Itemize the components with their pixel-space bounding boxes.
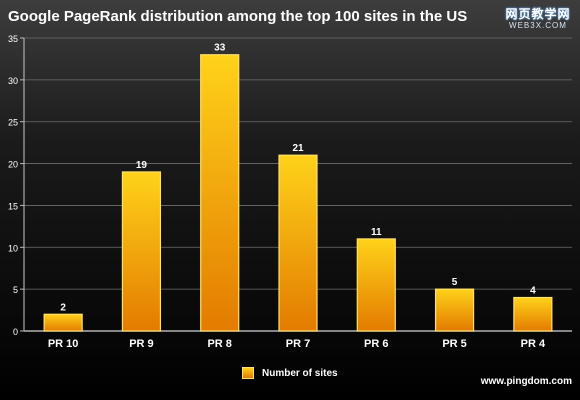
y-tick-label-10: 10	[8, 243, 18, 253]
bar-pr-5	[434, 288, 475, 332]
x-tick-label-pr-10: PR 10	[48, 338, 79, 350]
y-tick-label-20: 20	[8, 160, 18, 170]
bars-layer	[43, 54, 553, 332]
source-watermark: 网页教学网 WEB3X.COM	[502, 7, 574, 35]
bar-value-pr-9: 19	[136, 160, 148, 171]
y-tick-label-0: 0	[13, 327, 18, 337]
watermark-top: 网页教学网	[505, 7, 571, 21]
y-tick-label-35: 35	[8, 34, 18, 44]
legend: Number of sites	[242, 364, 338, 382]
x-tick-label-pr-7: PR 7	[286, 338, 310, 350]
x-tick-label-pr-4: PR 4	[521, 338, 546, 350]
bar-value-pr-8: 33	[214, 43, 226, 54]
y-tick-label-30: 30	[8, 76, 18, 86]
legend-label: Number of sites	[262, 367, 338, 379]
bar-value-pr-5: 5	[452, 277, 458, 288]
bar-pr-7	[278, 154, 318, 332]
x-tick-label-pr-5: PR 5	[442, 338, 466, 350]
y-tick-label-25: 25	[8, 118, 18, 128]
legend-swatch	[242, 367, 254, 379]
bar-pr-8	[200, 54, 240, 332]
x-tick-label-pr-9: PR 9	[129, 338, 153, 350]
bar-pr-6	[356, 238, 396, 332]
bar-value-pr-4: 4	[530, 286, 536, 297]
bar-value-pr-7: 21	[292, 143, 304, 154]
bar-pr-10	[43, 313, 83, 332]
chart-title: Google PageRank distribution among the t…	[8, 8, 468, 25]
watermark-bottom: WEB3X.COM	[509, 21, 567, 30]
bar-value-pr-6: 11	[371, 227, 382, 238]
y-tick-label-15: 15	[8, 201, 18, 211]
bar-pr-4	[513, 296, 553, 332]
x-tick-label-pr-6: PR 6	[364, 338, 388, 350]
bar-pr-9	[121, 171, 162, 332]
bar-value-pr-10: 2	[60, 302, 66, 313]
footer-credit: www.pingdom.com	[480, 376, 572, 387]
x-tick-label-pr-8: PR 8	[207, 338, 231, 350]
y-tick-label-5: 5	[13, 285, 18, 295]
labels-layer: 0 5 10 15 20 25 30 35 2 PR 10 19 PR 9 33 PR 8 21 PR 7 11…	[8, 34, 546, 350]
